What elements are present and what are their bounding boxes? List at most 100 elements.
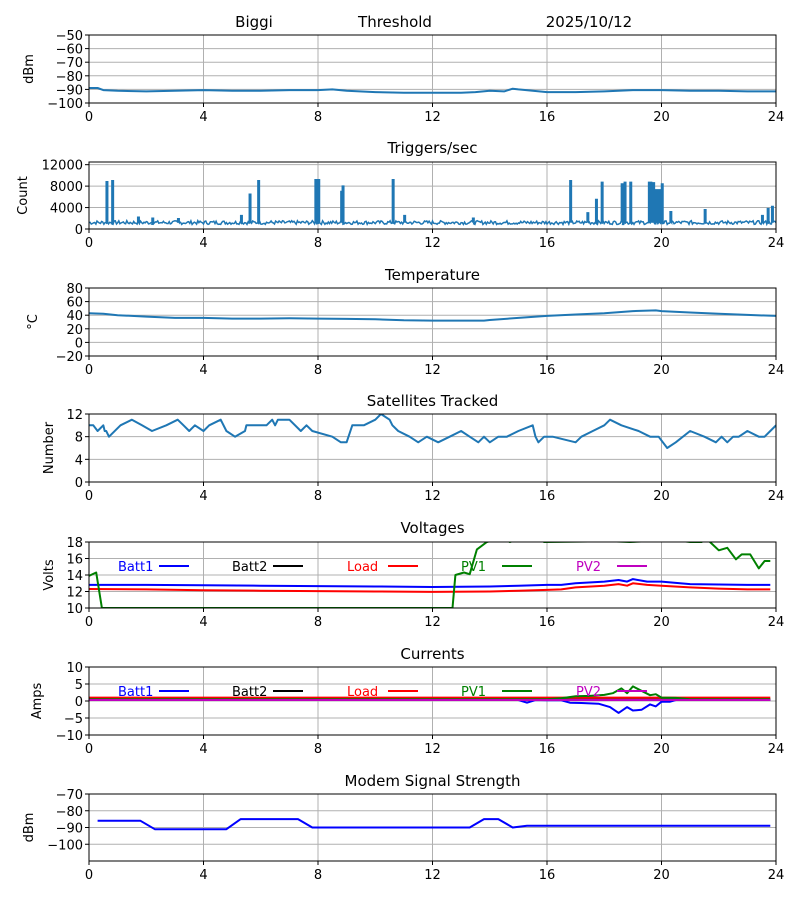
x-tick-label: 4 — [199, 489, 207, 504]
chart-title: Temperature — [384, 266, 480, 284]
x-tick-label: 4 — [199, 868, 207, 883]
legend-label-pv2: PV2 — [576, 560, 601, 575]
x-tick-label: 8 — [314, 363, 322, 378]
y-tick-label: −100 — [47, 97, 83, 112]
plot-area — [89, 414, 776, 449]
y-axis-label: °C — [26, 314, 41, 330]
x-tick-label: 24 — [768, 489, 785, 504]
y-tick-label: 0 — [75, 336, 83, 351]
chart-title: Currents — [400, 645, 464, 663]
legend-label-pv1: PV1 — [461, 560, 486, 575]
y-tick-label: −20 — [56, 350, 83, 365]
y-tick-label: 5 — [75, 678, 83, 693]
y-tick-label: 12 — [66, 408, 83, 423]
plot-area — [97, 818, 771, 831]
y-axis-label: Count — [16, 176, 31, 215]
x-tick-label: 4 — [199, 110, 207, 125]
legend-label-batt2: Batt2 — [232, 560, 267, 575]
y-tick-label: 14 — [66, 569, 83, 584]
x-tick-label: 8 — [314, 236, 322, 251]
y-tick-label: −90 — [56, 822, 83, 837]
axes-frame — [88, 161, 777, 230]
x-tick-label: 8 — [314, 868, 322, 883]
x-tick-label: 0 — [85, 236, 93, 251]
x-tick-label: 16 — [539, 236, 556, 251]
x-tick-label: 20 — [653, 236, 670, 251]
series-line-triggers — [89, 178, 776, 227]
series-line-load — [89, 582, 771, 593]
legend-label-batt2: Batt2 — [232, 685, 267, 700]
x-tick-label: 0 — [85, 615, 93, 630]
chart-title: Triggers/sec — [387, 139, 478, 157]
x-tick-label: 20 — [653, 868, 670, 883]
x-tick-label: 20 — [653, 363, 670, 378]
y-tick-label: −5 — [64, 712, 83, 727]
x-tick-label: 24 — [768, 868, 785, 883]
series-line-modem — [97, 818, 771, 831]
legend-label-load: Load — [347, 560, 378, 575]
x-tick-label: 24 — [768, 363, 785, 378]
x-tick-label: 16 — [539, 742, 556, 757]
legend-label-batt1: Batt1 — [118, 560, 153, 575]
y-axis-label: Number — [42, 421, 57, 474]
y-tick-label: −90 — [56, 83, 83, 98]
x-tick-label: 8 — [314, 742, 322, 757]
x-tick-label: 4 — [199, 363, 207, 378]
series-line-pv1 — [89, 542, 771, 608]
y-tick-label: 12 — [66, 586, 83, 601]
x-tick-label: 12 — [424, 110, 441, 125]
axes-frame — [88, 793, 777, 862]
x-tick-label: 20 — [653, 615, 670, 630]
x-tick-label: 24 — [768, 110, 785, 125]
axes-frame — [88, 34, 777, 104]
y-tick-label: 10 — [66, 661, 83, 676]
x-tick-label: 24 — [768, 742, 785, 757]
x-tick-label: 0 — [85, 742, 93, 757]
y-tick-label: −80 — [56, 70, 83, 85]
x-tick-label: 16 — [539, 363, 556, 378]
axes-frame — [88, 541, 777, 609]
plot-area — [89, 542, 771, 608]
y-tick-label: −10 — [56, 729, 83, 744]
x-tick-label: 24 — [768, 615, 785, 630]
y-axis-label: dBm — [22, 54, 37, 84]
x-tick-label: 12 — [424, 742, 441, 757]
y-tick-label: −80 — [56, 805, 83, 820]
y-axis-label: Volts — [42, 559, 57, 591]
series-line-pv1 — [89, 685, 771, 701]
x-tick-label: 4 — [199, 236, 207, 251]
x-tick-label: 16 — [539, 868, 556, 883]
x-tick-label: 4 — [199, 742, 207, 757]
y-tick-label: 4000 — [50, 202, 83, 217]
x-tick-label: 12 — [424, 615, 441, 630]
axes-frame — [88, 287, 777, 357]
series-line-threshold — [89, 87, 776, 94]
y-tick-label: 40 — [66, 309, 83, 324]
x-tick-label: 20 — [653, 110, 670, 125]
legend-label-load: Load — [347, 685, 378, 700]
plot-area — [89, 309, 776, 322]
x-tick-label: 8 — [314, 110, 322, 125]
plot-area — [89, 178, 776, 227]
plot-area — [89, 685, 771, 714]
x-tick-label: 8 — [314, 489, 322, 504]
x-tick-label: 0 — [85, 110, 93, 125]
x-tick-label: 20 — [653, 489, 670, 504]
chart-title: Voltages — [400, 519, 464, 537]
chart-panel-satellites: 0 4 8 12 16 20 24 12 8 4 0 Satellites Tracked Number — [42, 392, 784, 504]
chart-title: Satellites Tracked — [367, 392, 498, 410]
x-tick-label: 12 — [424, 868, 441, 883]
x-tick-label: 20 — [653, 742, 670, 757]
series-line-temperature — [89, 309, 776, 322]
chart-panel-triggers: 0 4 8 12 16 20 24 12000 8000 4000 0 Triggers/sec Cou… — [16, 139, 784, 251]
x-tick-label: 0 — [85, 363, 93, 378]
x-tick-label: 12 — [424, 236, 441, 251]
y-axis-label: Amps — [30, 682, 45, 719]
header-date: 2025/10/12 — [546, 13, 632, 31]
x-tick-label: 8 — [314, 615, 322, 630]
plot-area — [89, 87, 776, 94]
